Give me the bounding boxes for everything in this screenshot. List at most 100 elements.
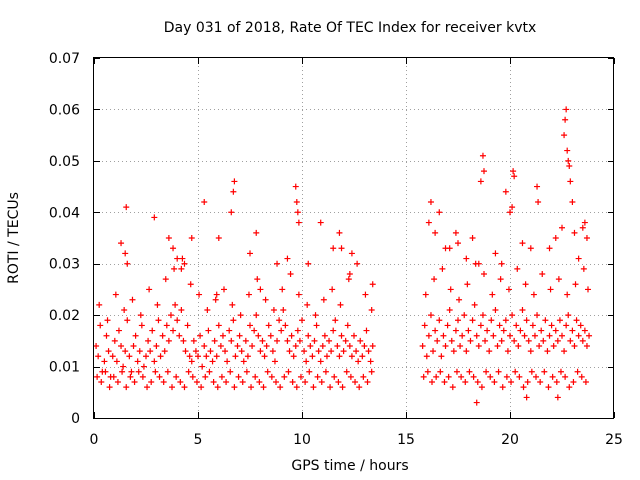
- x-tick-labels: 0 5 10 15 20 25: [90, 432, 623, 448]
- data-point: [245, 291, 252, 298]
- data-point: [296, 337, 303, 344]
- data-point: [127, 373, 134, 380]
- data-point: [474, 379, 481, 385]
- data-point: [500, 327, 507, 334]
- data-point: [455, 240, 461, 247]
- data-point: [189, 373, 196, 380]
- data-point: [342, 337, 349, 344]
- y-axis-label: ROTI / TECUs: [6, 192, 22, 284]
- data-point: [469, 235, 476, 241]
- data-point: [344, 322, 351, 329]
- data-point: [115, 327, 122, 334]
- data-point: [534, 312, 541, 319]
- data-point: [419, 343, 426, 349]
- data-point: [464, 281, 471, 288]
- data-point: [471, 301, 478, 308]
- data-point: [209, 358, 216, 365]
- data-point: [422, 291, 429, 298]
- data-point: [96, 301, 103, 308]
- data-point: [289, 379, 296, 385]
- data-point: [495, 368, 502, 375]
- data-point: [147, 348, 154, 355]
- y-tick-labels: 0 0.01 0.02 0.03 0.04 0.05 0.06 0.07: [49, 51, 80, 427]
- data-point: [328, 348, 335, 355]
- data-point: [295, 291, 302, 298]
- data-point: [260, 384, 267, 391]
- data-point: [555, 276, 562, 283]
- data-point: [336, 353, 343, 360]
- data-point: [360, 373, 367, 380]
- data-point: [119, 368, 126, 375]
- data-point: [301, 348, 308, 355]
- data-point: [586, 332, 593, 339]
- data-point: [335, 379, 342, 385]
- axis-ticks: [94, 58, 615, 419]
- data-point: [152, 368, 159, 375]
- data-point: [577, 322, 584, 329]
- data-point: [444, 322, 451, 329]
- data-point: [556, 317, 563, 324]
- x-tick-label: 10: [293, 432, 311, 448]
- data-point: [159, 332, 166, 339]
- data-point: [569, 199, 576, 205]
- data-point: [286, 348, 293, 355]
- data-point: [294, 327, 301, 334]
- data-point: [347, 373, 354, 380]
- data-point: [118, 240, 125, 247]
- data-point: [431, 276, 438, 283]
- data-point: [230, 188, 237, 195]
- data-point: [561, 348, 568, 355]
- data-point: [519, 240, 526, 247]
- data-point: [482, 337, 489, 344]
- data-point: [517, 327, 524, 334]
- data-point: [539, 271, 546, 277]
- data-point: [130, 343, 137, 349]
- data-point: [343, 368, 350, 375]
- data-point: [489, 291, 496, 298]
- data-point: [131, 379, 138, 385]
- data-point: [123, 384, 130, 391]
- data-point: [458, 373, 465, 380]
- data-point: [511, 173, 518, 180]
- data-point: [304, 301, 311, 308]
- data-point: [135, 368, 142, 375]
- data-point: [188, 235, 195, 241]
- data-point: [232, 353, 239, 360]
- data-point: [363, 327, 370, 334]
- data-point: [513, 322, 520, 329]
- data-point: [129, 296, 136, 303]
- data-point: [538, 327, 545, 334]
- data-point: [338, 332, 345, 339]
- data-point: [499, 384, 506, 391]
- data-point: [312, 312, 319, 319]
- data-point: [534, 183, 541, 190]
- data-point: [280, 307, 287, 313]
- data-point: [230, 317, 237, 324]
- data-point: [511, 337, 518, 344]
- data-point: [554, 394, 561, 401]
- data-point: [481, 168, 487, 175]
- data-point: [271, 358, 278, 365]
- data-point: [145, 337, 152, 344]
- data-point: [566, 163, 573, 169]
- data-point: [164, 368, 171, 375]
- data-point: [540, 337, 547, 344]
- data-point: [149, 327, 156, 334]
- data-point: [369, 281, 376, 288]
- data-point: [327, 384, 334, 391]
- data-point: [475, 260, 482, 267]
- data-point: [317, 219, 324, 226]
- data-point: [109, 353, 116, 360]
- data-point: [528, 368, 535, 375]
- data-point: [155, 317, 162, 324]
- data-point: [469, 317, 476, 324]
- data-point: [242, 337, 249, 344]
- data-point: [494, 343, 501, 349]
- data-point: [120, 363, 127, 370]
- data-point: [348, 353, 355, 360]
- data-point: [442, 343, 449, 349]
- x-tick-label: 0: [90, 432, 99, 448]
- data-point: [247, 250, 253, 257]
- data-point: [157, 353, 164, 360]
